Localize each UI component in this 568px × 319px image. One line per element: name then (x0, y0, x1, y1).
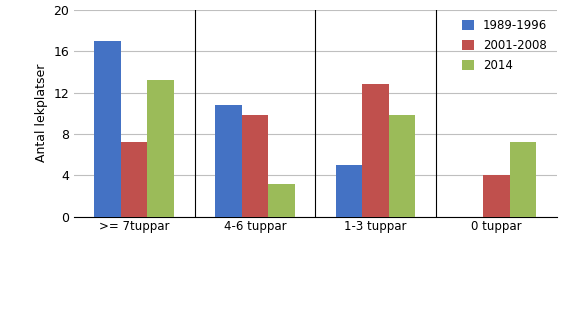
Bar (509, 142, 536, 217)
Legend: 1989-1996, 2001-2008, 2014: 1989-1996, 2001-2008, 2014 (458, 16, 551, 76)
Bar (483, 175, 509, 217)
Bar (121, 142, 148, 217)
Bar (268, 184, 295, 217)
Bar (215, 105, 241, 217)
Bar (148, 80, 174, 217)
Bar (362, 84, 389, 217)
Bar (94, 41, 121, 217)
Bar (241, 115, 268, 217)
Y-axis label: Antal lekplatser: Antal lekplatser (35, 64, 48, 162)
Bar (389, 115, 415, 217)
Bar (336, 165, 362, 217)
